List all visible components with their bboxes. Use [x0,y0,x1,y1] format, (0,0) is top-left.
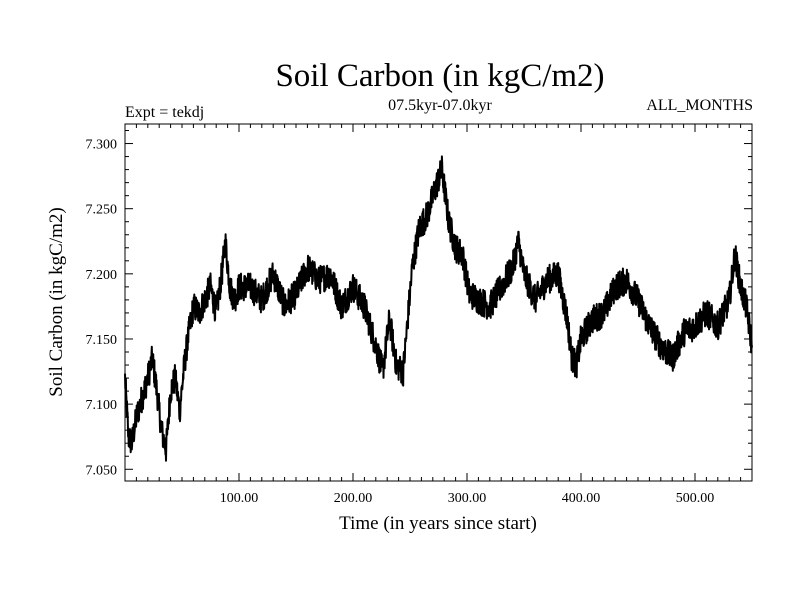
series-layer [124,155,753,462]
y-axis-label: Soil Carbon (in kgC/m2) [46,207,67,396]
x-tick-label: 100.00 [220,491,259,506]
months-label: ALL_MONTHS [646,97,753,114]
experiment-label: Expt = tekdj [125,104,205,121]
series-line-soil-carbon [124,155,753,462]
chart-subtitle: 07.5kyr-07.0kyr [388,97,492,114]
y-tick-label: 7.250 [86,203,118,218]
x-tick-label: 400.00 [562,491,601,506]
x-axis-label: Time (in years since start) [339,513,537,534]
y-tick-label: 7.150 [86,333,118,348]
y-tick-label: 7.300 [86,138,118,153]
y-tick-label: 7.050 [86,463,118,478]
x-tick-label: 200.00 [334,491,373,506]
chart-title: Soil Carbon (in kgC/m2) [275,58,605,94]
y-tick-label: 7.200 [86,268,118,283]
axis-ticks: 100.00 200.00 300.00 400.00 500.00 7.050 7.100… [86,124,752,506]
x-tick-label: 300.00 [448,491,487,506]
y-tick-label: 7.100 [86,398,118,413]
x-tick-label: 500.00 [676,491,715,506]
plot-frame [124,123,753,482]
